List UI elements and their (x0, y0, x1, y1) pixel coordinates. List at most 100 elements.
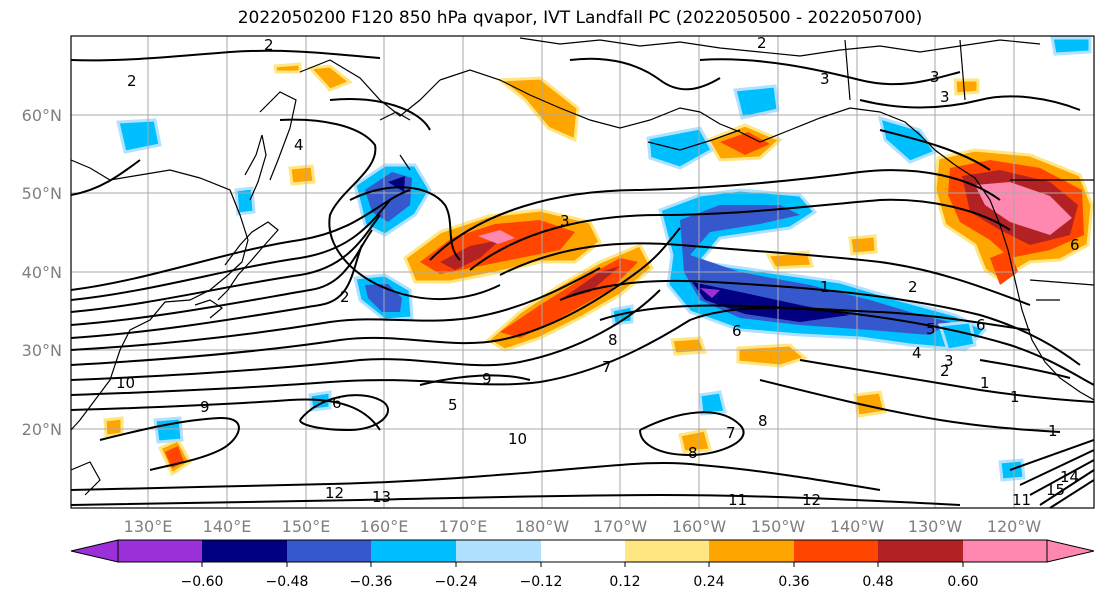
positive-anomaly-region (478, 230, 515, 244)
positive-anomaly-region (440, 240, 500, 270)
positive-anomaly-region (103, 416, 124, 438)
contour-label: 6 (1070, 236, 1080, 254)
contour-label: 12 (802, 491, 821, 509)
contour-label: 4 (294, 136, 304, 154)
positive-anomaly-region (288, 164, 316, 186)
negative-anomaly-region (116, 118, 162, 154)
contour-label: 14 (1060, 468, 1079, 486)
negative-anomaly-region (234, 186, 256, 216)
contour-label: 6 (976, 316, 986, 334)
contour-label: 6 (332, 394, 342, 412)
negative-anomaly-region (153, 416, 184, 444)
lat-label: 50°N (22, 184, 62, 203)
positive-anomaly-region (678, 428, 712, 454)
contour-label: 8 (608, 331, 618, 349)
colorbar-cell (287, 540, 371, 562)
colorbar-cell (118, 540, 202, 562)
contour-label: 7 (726, 424, 736, 442)
colorbar-cell (456, 540, 541, 562)
lon-label: 140°W (830, 517, 885, 536)
lon-label: 130°W (908, 517, 963, 536)
colorbar-cell (963, 540, 1047, 562)
latitude-labels: 60°N 50°N 40°N 30°N 20°N (22, 106, 62, 439)
positive-anomaly-region (670, 336, 708, 356)
colorbar-tick-label: −0.24 (435, 574, 478, 590)
negative-anomaly-region (1050, 36, 1092, 56)
contour-label: 15 (1046, 481, 1065, 499)
contour-label: 10 (508, 430, 527, 448)
map-title: 2022050200 F120 850 hPa qvapor, IVT Land… (237, 8, 923, 28)
colorbar-tick-label: −0.48 (266, 574, 309, 590)
contour-label: 7 (602, 358, 612, 376)
colorbar-tick-label: −0.60 (181, 574, 224, 590)
contour-label: 12 (325, 484, 344, 502)
lon-label: 140°E (203, 517, 252, 536)
contour-label: 2 (340, 288, 350, 306)
positive-anomaly-region (560, 266, 620, 300)
colorbar-cell (202, 540, 287, 562)
negative-anomaly-region (877, 115, 938, 164)
lon-label: 160°W (672, 517, 727, 536)
contour-label: 6 (732, 322, 742, 340)
lon-label: 170°W (593, 517, 648, 536)
negative-anomaly-region (698, 390, 727, 416)
positive-anomaly-region (848, 234, 878, 256)
colorbar-tick-label: −0.36 (350, 574, 393, 590)
contour-label: 4 (912, 344, 922, 362)
contour-label: 11 (728, 491, 747, 509)
positive-anomaly-region (720, 132, 770, 155)
colorbar-cell (794, 540, 878, 562)
contour-label: 2 (264, 36, 274, 54)
contour-label: 5 (448, 396, 458, 414)
contour-label: 3 (560, 212, 570, 230)
contour-label: 10 (116, 374, 135, 392)
negative-anomaly-region (610, 304, 634, 326)
contour-label: 3 (944, 352, 954, 370)
map-frame (70, 35, 1095, 509)
contour-label: 9 (482, 370, 492, 388)
lon-label: 170°E (439, 517, 488, 536)
colorbar: −0.60 −0.48 −0.36 −0.24 −0.12 0.12 0.24 0.36 0.4… (70, 539, 1095, 590)
contour-label: 2 (127, 72, 137, 90)
lon-label: 180°W (515, 517, 570, 536)
lon-label: 150°W (751, 517, 806, 536)
longitude-labels: 130°E 140°E 150°E 160°E 170°E 180°W 170°… (124, 517, 1042, 536)
contour-label: 2 (940, 362, 950, 380)
colorbar-cells (118, 540, 1047, 562)
colorbar-cell (541, 540, 625, 562)
negative-anomaly-region (692, 282, 850, 322)
contour-label: 3 (940, 88, 950, 106)
colorbar-extend-left (70, 539, 119, 563)
positive-anomaly-region (495, 76, 580, 143)
lat-label: 30°N (22, 341, 62, 360)
lon-label: 130°E (124, 517, 173, 536)
contour-label: 1 (1048, 422, 1058, 440)
colorbar-cell (371, 540, 456, 562)
colorbar-cell (878, 540, 963, 562)
positive-anomaly-region (306, 64, 353, 92)
positive-anomaly-region (990, 250, 1018, 285)
contour-label: 9 (200, 398, 210, 416)
contour-label: 2 (908, 278, 918, 296)
lat-label: 20°N (22, 420, 62, 439)
colorbar-cell (709, 540, 794, 562)
contour-label: 13 (372, 488, 391, 506)
lat-label: 40°N (22, 263, 62, 282)
contour-label: 1 (980, 374, 990, 392)
colorbar-outline (117, 539, 1048, 563)
contour-labels: 2 2 2 3 3 4 3 1 2 6 5 4 3 2 1 1 1 7 8 6 … (116, 34, 1080, 509)
negative-anomaly-region (700, 288, 720, 298)
colorbar-tick-label: 0.48 (862, 574, 893, 590)
coastlines (71, 37, 1094, 496)
lat-label: 60°N (22, 106, 62, 125)
positive-anomaly-region (953, 78, 980, 96)
positive-anomaly-region (975, 182, 1072, 235)
contour-label: 2 (757, 34, 767, 52)
contour-label: 8 (758, 412, 768, 430)
lon-label: 120°W (987, 517, 1042, 536)
contour-label: 11 (1012, 491, 1031, 509)
colorbar-tick-label: 0.36 (778, 574, 809, 590)
contour-label: 3 (820, 70, 830, 88)
contour-label: 5 (926, 320, 936, 338)
